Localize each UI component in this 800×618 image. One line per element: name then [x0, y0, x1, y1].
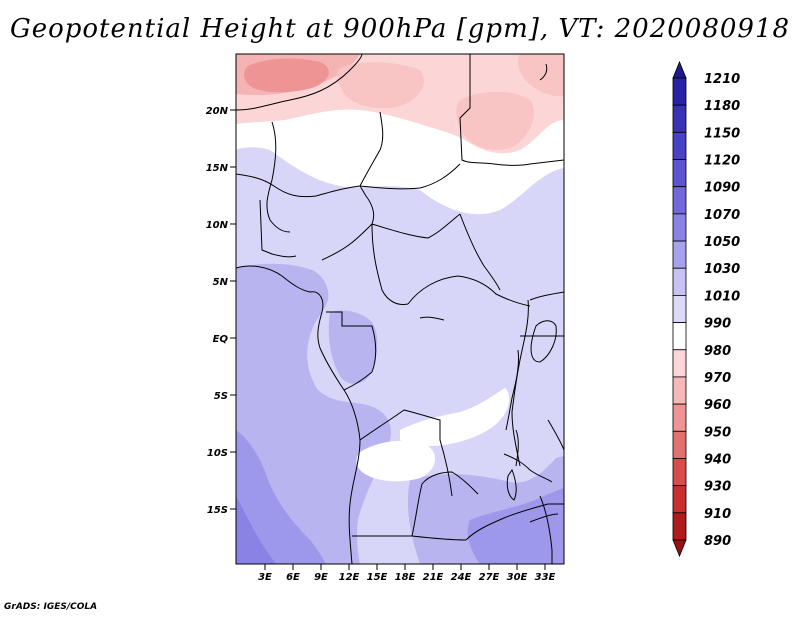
colorbar-cell [672, 213, 687, 242]
colorbar-level-label: 1210 [704, 72, 740, 87]
colorbar-level-label: 950 [704, 425, 731, 440]
colorbar-level-label: 970 [704, 371, 731, 386]
colorbar-level-label: 1090 [704, 181, 740, 196]
colorbar-cell [672, 131, 687, 160]
colorbar-level-label: 910 [704, 507, 731, 522]
colorbar-level-label: 1050 [704, 235, 740, 250]
colorbar-cell [672, 430, 687, 459]
lat-label: 10S [207, 448, 228, 459]
colorbar-level-label: 1010 [704, 289, 740, 304]
height-field [236, 54, 564, 564]
colorbar-level-label: 980 [704, 344, 731, 359]
colorbar-cell [672, 267, 687, 296]
grads-credit: GrADS: IGES/COLA [4, 602, 98, 612]
colorbar-level-label: 930 [704, 480, 731, 495]
colorbar-level-label: 1030 [704, 262, 740, 277]
colorbar-level-label: 990 [704, 317, 731, 332]
colorbar-cell [672, 295, 687, 323]
colorbar-cell [672, 322, 687, 351]
colorbar-level-label: 960 [704, 398, 731, 413]
lat-label: 15S [207, 505, 228, 516]
colorbar-cell [672, 458, 687, 487]
colorbar-level-label: 940 [704, 452, 731, 467]
colorbar-level-label: 1120 [704, 154, 740, 169]
lon-label: 15E [367, 572, 388, 583]
lon-label: 6E [286, 572, 300, 583]
lon-label: 33E [535, 572, 556, 583]
lon-label: 12E [339, 572, 360, 583]
lon-label: 9E [314, 572, 328, 583]
lon-tick-marks [264, 564, 546, 570]
colorbar-cell [672, 376, 687, 405]
lat-tick-marks [230, 109, 236, 510]
colorbar-top-arrow [672, 60, 687, 79]
colorbar-cell [672, 512, 687, 541]
lat-label: 15N [206, 163, 229, 174]
lakes [419, 63, 559, 523]
lat-label: EQ [213, 334, 229, 345]
colorbar-cell [672, 186, 687, 215]
colorbar-level-label: 1180 [704, 99, 740, 114]
lat-label: 5N [213, 277, 229, 288]
colorbar-cell [672, 104, 687, 133]
colorbar-level-label: 1150 [704, 126, 740, 141]
lon-label: 3E [258, 572, 272, 583]
colorbar-labels: 1210 1180 1150 1120 1090 1070 1050 1030 1010 990 9… [704, 72, 740, 549]
lon-label: 18E [395, 572, 416, 583]
map-title: Geopotential Height at 900hPa [gpm], VT:… [9, 14, 791, 44]
lon-label: 27E [479, 572, 500, 583]
colorbar-level-label: 1070 [704, 208, 740, 223]
lat-label: 5S [214, 391, 228, 402]
colorbar-cell [672, 349, 687, 378]
lon-label: 30E [507, 572, 528, 583]
colorbar-cell [672, 159, 687, 188]
colorbar-level-label: 890 [704, 534, 731, 549]
map-frame [235, 53, 565, 565]
colorbar-cell [672, 77, 687, 106]
lon-label: 21E [423, 572, 444, 583]
lat-label: 10N [206, 220, 229, 231]
lat-labels: 20N 15N 10N 5N EQ 5S 10S 15S [206, 106, 229, 516]
colorbar-bottom-arrow [672, 539, 687, 558]
country-borders [236, 54, 564, 564]
lon-labels: 3E 6E 9E 12E 15E 18E 21E 24E 27E 30E 33E [258, 572, 555, 583]
colorbar-cell [672, 403, 687, 432]
lon-label: 24E [451, 572, 472, 583]
colorbar-cell [672, 485, 687, 514]
colorbar-cell [672, 240, 687, 269]
colorbar [672, 60, 687, 558]
lat-label: 20N [206, 106, 229, 117]
